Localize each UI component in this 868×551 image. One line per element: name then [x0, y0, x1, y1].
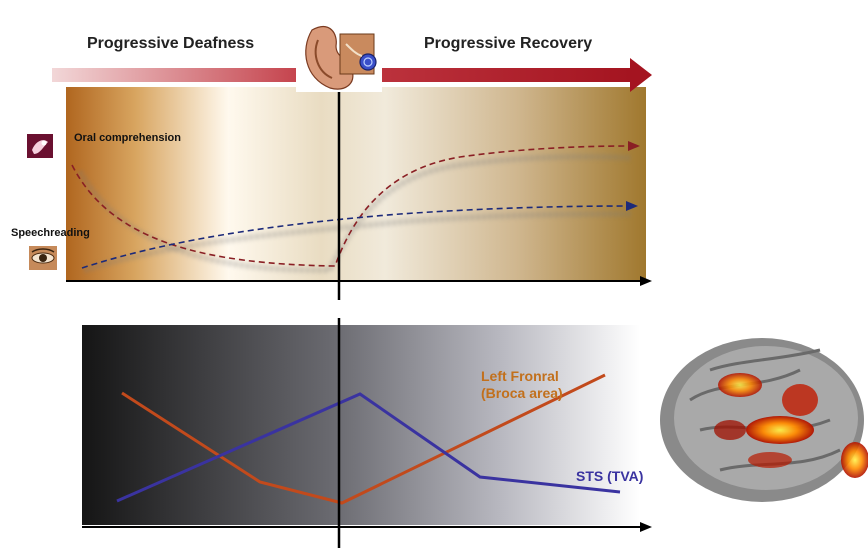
frontal-label-line1: Left Fronral [481, 368, 559, 384]
top-panel-background [66, 87, 646, 281]
oral-curve-arrowhead [628, 141, 640, 151]
brain-activation-icon [660, 338, 868, 502]
oral-comprehension-label: Oral comprehension [74, 132, 181, 144]
progressive-recovery-title: Progressive Recovery [424, 35, 593, 52]
frontal-label-line2: (Broca area) [481, 385, 563, 401]
bottom-x-axis-arrow [640, 522, 652, 532]
bottom-panel-background [82, 325, 640, 525]
ear-photo-icon [296, 12, 382, 92]
oral-comprehension-curve [71, 145, 629, 267]
frontal-line [121, 373, 606, 505]
speech-curve-arrowhead [626, 201, 638, 211]
curve-shadows [77, 154, 631, 273]
top-x-axis-arrow [640, 276, 652, 286]
speechreading-label: Speechreading [11, 227, 90, 239]
lips-icon [27, 134, 53, 158]
progressive-deafness-title: Progressive Deafness [87, 35, 255, 52]
frontal-label: Left Fronral (Broca area) [481, 368, 563, 402]
eye-icon [29, 246, 57, 270]
sts-label: STS (TVA) [576, 468, 644, 484]
speechreading-curve [81, 205, 627, 269]
sts-line [116, 392, 621, 503]
